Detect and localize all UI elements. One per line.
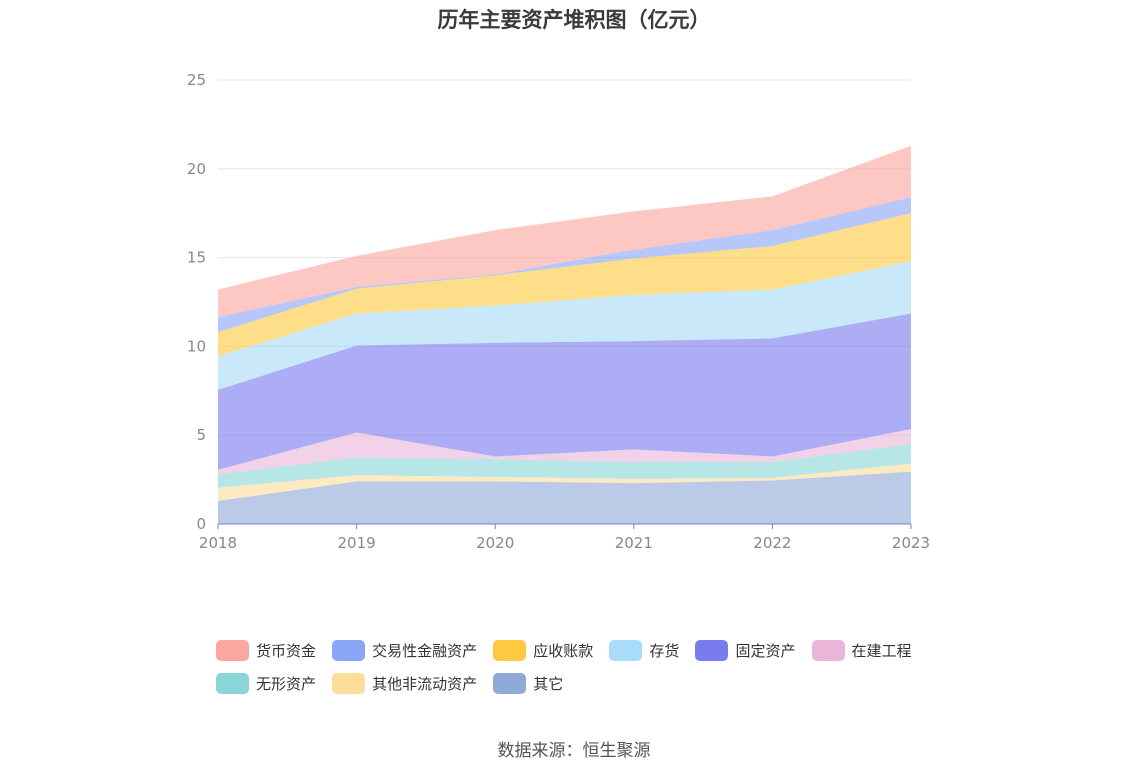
legend-item-construction-in-progress[interactable]: 在建工程: [811, 638, 912, 662]
y-tick-label: 15: [187, 249, 206, 267]
legend-item-inventory[interactable]: 存货: [609, 638, 679, 662]
area-series-5: [218, 261, 911, 390]
legend-item-other-noncurrent-assets[interactable]: 其他非流动资产: [332, 671, 477, 695]
y-tick-label: 0: [196, 515, 206, 533]
legend-swatch-construction-in-progress: [811, 639, 845, 661]
x-tick-label: 2021: [615, 534, 653, 552]
legend-label-fixed-assets: 固定资产: [735, 641, 796, 660]
x-tick-label: 2022: [753, 534, 791, 552]
legend-swatch-other-noncurrent-assets: [332, 672, 366, 694]
legend-swatch-cash: [216, 639, 249, 661]
legend: 货币资金 交易性金融资产 应收账款 存货 固定资产 在建工程 无形资产 其他非流…: [216, 638, 976, 704]
area-series-6: [218, 213, 911, 357]
legend-swatch-intangible-assets: [216, 672, 249, 694]
legend-item-trading-financial-assets[interactable]: 交易性金融资产: [332, 638, 477, 662]
y-tick-label: 10: [187, 337, 206, 355]
area-layer: [218, 145, 911, 524]
data-source: 数据来源：恒生聚源: [497, 741, 651, 761]
legend-label-others: 其它: [533, 674, 564, 693]
legend-label-cash: 货币资金: [256, 641, 317, 660]
area-series-0: [218, 471, 911, 524]
x-tick-label: 2019: [338, 534, 376, 552]
legend-item-accounts-receivable[interactable]: 应收账款: [493, 638, 593, 662]
area-series-4: [218, 313, 911, 470]
legend-label-other-noncurrent-assets: 其他非流动资产: [372, 674, 478, 693]
legend-label-inventory: 存货: [649, 641, 680, 660]
legend-swatch-trading-financial-assets: [332, 639, 366, 661]
axis-layer: 0 5 10 15 20 25 2018 2019 2020 2021 2022 2023: [187, 71, 930, 552]
legend-swatch-fixed-assets: [695, 639, 729, 661]
legend-label-accounts-receivable: 应收账款: [533, 641, 594, 660]
chart-title: 历年主要资产堆积图（亿元）: [437, 8, 711, 32]
legend-item-others[interactable]: 其它: [493, 671, 563, 695]
legend-swatch-others: [493, 672, 527, 694]
chart-plot: 0 5 10 15 20 25 2018 2019 2020 2021 2022 2023: [187, 71, 930, 552]
area-series-3: [218, 428, 911, 475]
x-tick-label: 2023: [892, 534, 930, 552]
legend-item-intangible-assets[interactable]: 无形资产: [216, 671, 316, 695]
y-tick-label: 25: [187, 71, 206, 89]
x-tick-label: 2020: [476, 534, 514, 552]
y-tick-label: 20: [187, 160, 206, 178]
area-series-8: [218, 145, 911, 318]
area-series-2: [218, 444, 911, 488]
x-tick-label: 2018: [199, 534, 237, 552]
legend-label-construction-in-progress: 在建工程: [851, 641, 912, 660]
area-series-7: [218, 197, 911, 333]
legend-item-cash[interactable]: 货币资金: [216, 638, 316, 662]
legend-label-trading-financial-assets: 交易性金融资产: [372, 641, 478, 660]
legend-item-fixed-assets[interactable]: 固定资产: [695, 638, 795, 662]
legend-label-intangible-assets: 无形资产: [256, 674, 317, 693]
legend-swatch-accounts-receivable: [493, 639, 527, 661]
y-tick-label: 5: [196, 426, 206, 444]
legend-swatch-inventory: [609, 639, 643, 661]
